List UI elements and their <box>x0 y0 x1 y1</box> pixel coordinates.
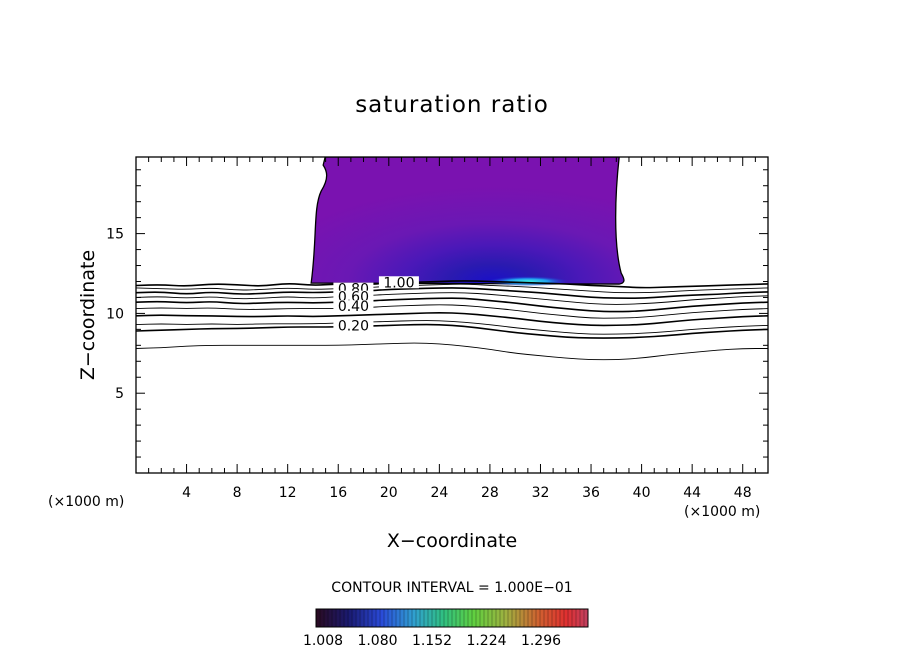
x-tick-label: 48 <box>734 485 752 501</box>
y-tick-label: 10 <box>106 306 124 322</box>
x-tick-label: 24 <box>430 485 448 501</box>
contour-label-bg <box>333 290 374 303</box>
x-tick-label: 8 <box>233 485 242 501</box>
x-tick-label: 40 <box>633 485 651 501</box>
contour-line <box>136 283 768 294</box>
contour-line <box>136 320 768 335</box>
contour-label-bg <box>378 276 419 289</box>
contour-line <box>136 287 768 300</box>
x-tick-label: 12 <box>279 485 297 501</box>
x-axis-ticks: 4 8 12 16 20 24 28 32 36 40 44 48 <box>148 157 756 501</box>
x-unit-left: (×1000 m) <box>48 494 124 510</box>
colorbar-tick-label: 1.224 <box>466 633 506 649</box>
x-axis-label: X−coordinate <box>387 530 517 552</box>
contour-line <box>136 342 768 361</box>
x-tick-label: 32 <box>532 485 550 501</box>
contour-line <box>136 323 768 339</box>
contour-line <box>136 312 768 327</box>
y-tick-label: 15 <box>106 227 124 243</box>
x-tick-label: 16 <box>329 485 347 501</box>
y-axis-ticks: 5 10 15 <box>106 169 768 458</box>
contour-lines <box>136 280 768 361</box>
colorbar-bands <box>319 609 585 627</box>
contour-label: 1.00 <box>383 275 414 291</box>
x-tick-label: 28 <box>481 485 499 501</box>
contour-label: 0.20 <box>338 318 369 334</box>
colorbar-tick-label: 1.008 <box>303 633 343 649</box>
supersaturated-region <box>310 157 625 285</box>
contour-line <box>136 280 768 289</box>
y-tick-label: 5 <box>115 386 124 402</box>
contour-line <box>136 297 768 313</box>
colorbar-title: CONTOUR INTERVAL = 1.000E−01 <box>331 580 572 596</box>
contour-label-bg <box>333 300 374 313</box>
contour-label: 0.40 <box>338 299 369 315</box>
contour-labels: 1.000.800.600.400.20 <box>333 275 419 334</box>
x-tick-label: 36 <box>582 485 600 501</box>
x-tick-label: 44 <box>683 485 701 501</box>
colorbar-tick-label: 1.296 <box>521 633 561 649</box>
colorbar-tick-labels: 1.008 1.080 1.152 1.224 1.296 <box>303 633 561 649</box>
colorbar-tick-label: 1.152 <box>412 633 452 649</box>
contour-line <box>136 304 768 319</box>
colorbar-tick-label: 1.080 <box>357 633 397 649</box>
contour-label-bg <box>333 319 374 332</box>
y-axis-label: Z−coordinate <box>77 250 99 380</box>
x-tick-label: 4 <box>182 485 191 501</box>
x-unit-right: (×1000 m) <box>684 504 760 520</box>
chart-title: saturation ratio <box>355 92 549 118</box>
contour-line <box>136 292 768 305</box>
x-tick-label: 20 <box>380 485 398 501</box>
